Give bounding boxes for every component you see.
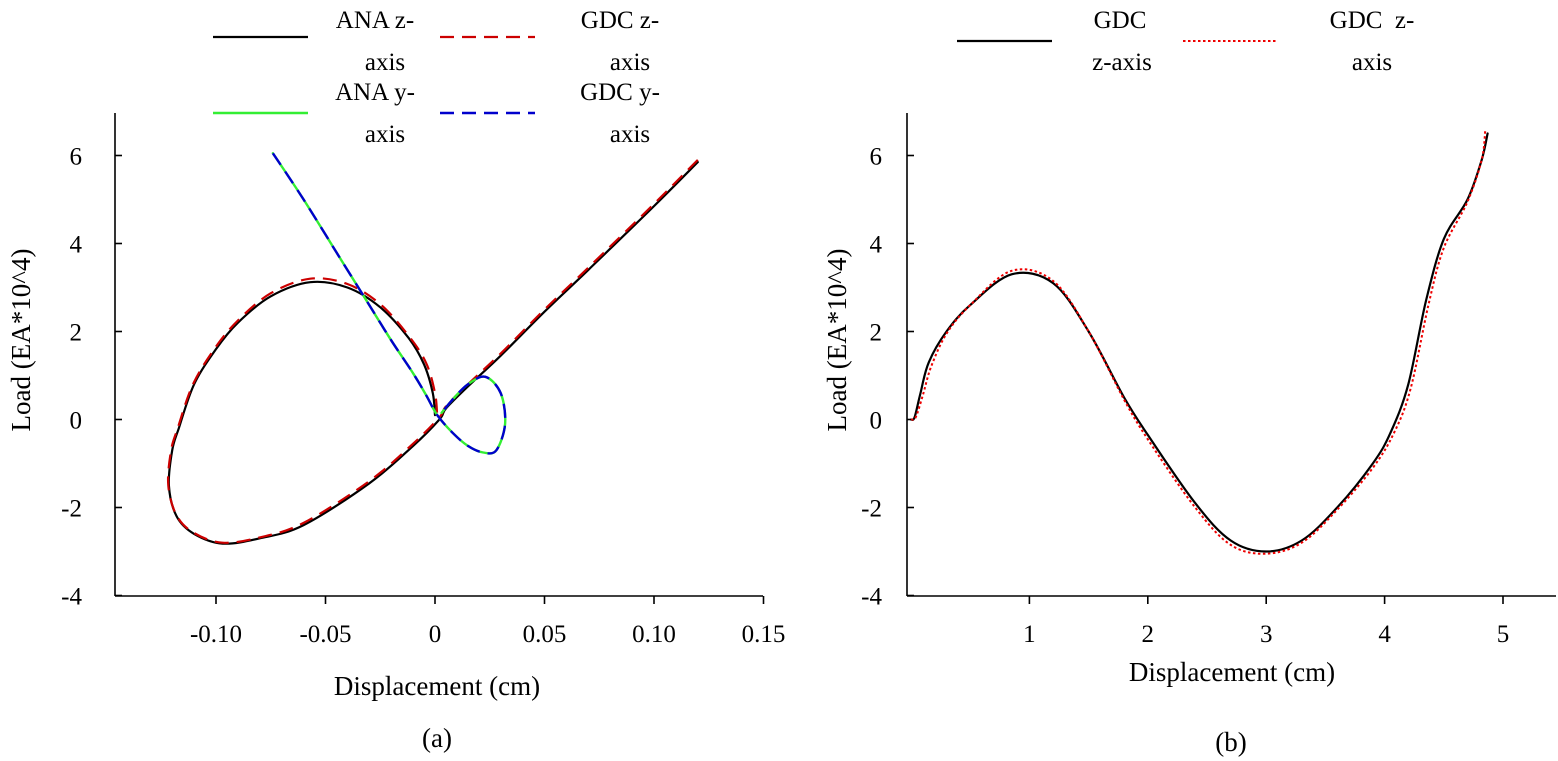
- panel-a-x-tick-label: 0: [429, 621, 442, 648]
- panel-a-y-axis-title: Load (EA*10^4): [6, 249, 36, 432]
- legend-label-gdc-z-dotted-line1: GDC z-: [1330, 7, 1415, 34]
- panel-b-y-tick-label: 0: [870, 408, 883, 435]
- legend-label-gdc-z-dotted-line2: axis: [1352, 49, 1392, 76]
- panel-a-legend: ANA z- axis GDC z- axis ANA y- axis GDC …: [213, 7, 660, 148]
- panel-a-y-tick-label: 2: [70, 320, 83, 347]
- legend-label-gdc-y-line1: GDC y-: [580, 79, 660, 106]
- panel-b-x-tick-label: 1: [1023, 621, 1036, 648]
- panel-a-x-tick-label: 0.10: [632, 621, 676, 648]
- legend-label-ana-y-line1: ANA y-: [335, 79, 415, 106]
- panel-b-series-gdc-z-axis-1: [910, 131, 1487, 555]
- panel-b-legend: GDC z-axis GDC z- axis: [957, 7, 1414, 76]
- panel-b-x-axis-title: Displacement (cm): [1129, 657, 1335, 687]
- panel-a-caption: (a): [422, 723, 452, 753]
- panel-a-x-tick-label: -0.05: [299, 621, 351, 648]
- panel-a-y-tick-label: 0: [70, 408, 83, 435]
- panel-a-x-axis-title: Displacement (cm): [334, 671, 540, 701]
- panel-b-series-gdc-z-axis: [909, 132, 1489, 553]
- panel-b-caption: (b): [1215, 727, 1246, 757]
- panel-a-y-ticks: -4 -2 0 2 4 6: [61, 144, 122, 611]
- panel-b-x-tick-label: 4: [1378, 621, 1391, 648]
- panel-b-y-axis-title: Load (EA*10^4): [822, 249, 852, 432]
- panel-a-series-gdc-y-axis-3: [271, 152, 507, 455]
- panel-b-series: [909, 131, 1489, 555]
- panel-b-axes: [906, 113, 1556, 597]
- panel-a-series: [166, 152, 699, 545]
- panel-b-y-tick-label: -4: [861, 584, 882, 611]
- panel-a-x-tick-label: 0.05: [523, 621, 567, 648]
- panel-b-x-tick-label: 2: [1142, 621, 1155, 648]
- panel-b-y-tick-label: 2: [870, 320, 883, 347]
- panel-b-y-tick-label: 4: [870, 232, 883, 259]
- legend-label-gdc-z-solid-line1: GDC: [1094, 7, 1147, 34]
- legend-label-ana-z-line1: ANA z-: [336, 7, 414, 34]
- panel-b-y-tick-label: -2: [861, 496, 882, 523]
- panel-a-series-ana-z-axis: [167, 161, 699, 545]
- panel-a-series-gdc-z-axis-1: [166, 159, 699, 544]
- panel-a-y-tick-label: 6: [70, 144, 83, 171]
- legend-label-gdc-z-line2: axis: [610, 49, 650, 76]
- panel-a-x-tick-label: -0.10: [190, 621, 242, 648]
- panel-a-y-tick-label: -2: [61, 496, 82, 523]
- legend-label-ana-z-line2: axis: [365, 49, 405, 76]
- panel-b-y-ticks: -4 -2 0 2 4 6: [861, 144, 914, 611]
- panel-b-x-tick-label: 5: [1497, 621, 1510, 648]
- panel-a-series-ana-y-axis-2: [271, 152, 507, 455]
- panel-b-x-tick-label: 3: [1260, 621, 1273, 648]
- panel-a-y-tick-label: 4: [70, 232, 83, 259]
- panel-b-chart: GDC z-axis GDC z- axis -4 -2 0 2 4 6 1 2 3 4 5 Di…: [822, 7, 1556, 757]
- panel-b-x-ticks: 1 2 3 4 5: [1023, 596, 1509, 648]
- panel-a-y-tick-label: -4: [61, 584, 82, 611]
- panel-a-chart: ANA z- axis GDC z- axis ANA y- axis GDC …: [6, 7, 785, 753]
- legend-label-ana-y-line2: axis: [365, 121, 405, 148]
- panel-a-x-tick-label: 0.15: [742, 621, 786, 648]
- legend-label-gdc-z-solid-line2: z-axis: [1092, 49, 1152, 76]
- panel-b-y-tick-label: 6: [870, 144, 883, 171]
- legend-label-gdc-z-line1: GDC z-: [581, 7, 659, 34]
- panel-a-axes: [114, 113, 763, 597]
- legend-label-gdc-y-line2: axis: [610, 121, 650, 148]
- panel-a-x-ticks: -0.10 -0.05 0 0.05 0.10 0.15: [190, 596, 785, 648]
